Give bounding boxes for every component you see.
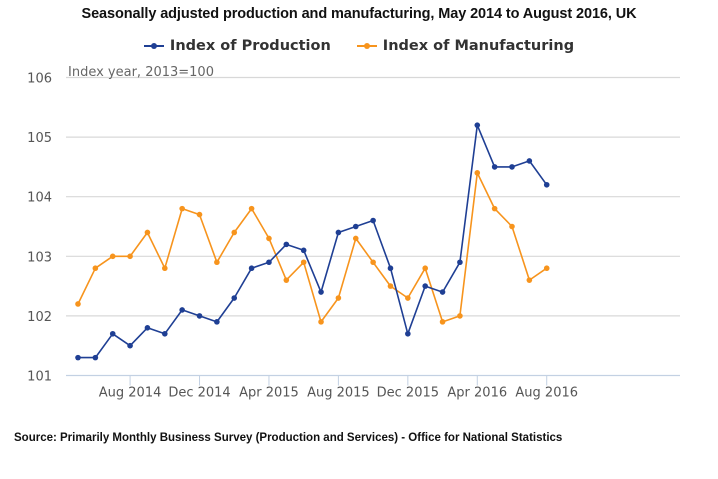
data-point-index-of-manufacturing[interactable] <box>526 277 533 283</box>
data-point-index-of-manufacturing[interactable] <box>162 265 168 272</box>
legend-marker-production <box>143 43 164 49</box>
x-tick-label: Aug 2016 <box>515 386 578 401</box>
data-point-index-of-production[interactable] <box>92 354 99 361</box>
y-tick-label: 101 <box>27 370 52 385</box>
data-point-index-of-production[interactable] <box>543 181 550 188</box>
legend: Index of Production Index of Manufacturi… <box>0 38 718 54</box>
legend-label-production: Index of Production <box>169 38 331 54</box>
data-point-index-of-production[interactable] <box>439 289 446 295</box>
data-point-index-of-manufacturing[interactable] <box>283 277 290 283</box>
data-point-index-of-manufacturing[interactable] <box>474 170 481 176</box>
data-point-index-of-manufacturing[interactable] <box>214 259 220 266</box>
source-note: Source: Primarily Monthly Business Surve… <box>14 432 563 444</box>
y-axis-ticks: 101 102 103 104 105 106 <box>27 72 52 385</box>
legend-item-manufacturing[interactable]: Index of Manufacturing <box>356 38 575 54</box>
data-point-index-of-production[interactable] <box>526 158 533 164</box>
x-axis: Aug 2014 Dec 2014 Apr 2015 Aug 2015 Dec 2015… <box>66 374 680 401</box>
data-point-index-of-production[interactable] <box>266 259 272 266</box>
data-point-index-of-manufacturing[interactable] <box>231 229 238 236</box>
data-point-index-of-manufacturing[interactable] <box>370 259 376 266</box>
y-axis-label: Index year, 2013=100 <box>68 65 214 80</box>
data-point-index-of-production[interactable] <box>491 164 498 170</box>
x-tick-label: Apr 2016 <box>447 386 507 401</box>
series-group <box>75 122 550 361</box>
data-point-index-of-production[interactable] <box>162 330 168 337</box>
x-tick-label: Aug 2014 <box>99 386 162 401</box>
data-point-index-of-production[interactable] <box>179 307 185 313</box>
series-index-of-production <box>75 122 550 361</box>
data-point-index-of-production[interactable] <box>509 164 515 170</box>
data-point-index-of-manufacturing[interactable] <box>457 313 463 319</box>
data-point-index-of-production[interactable] <box>144 325 151 331</box>
data-point-index-of-production[interactable] <box>109 330 116 337</box>
data-point-index-of-manufacturing[interactable] <box>543 265 550 272</box>
chart-title: Seasonally adjusted production and manuf… <box>81 6 637 22</box>
data-point-index-of-production[interactable] <box>300 247 307 254</box>
data-point-index-of-manufacturing[interactable] <box>491 205 498 212</box>
data-point-index-of-manufacturing[interactable] <box>109 253 116 260</box>
data-point-index-of-manufacturing[interactable] <box>422 265 429 272</box>
data-point-index-of-production[interactable] <box>318 289 324 295</box>
data-point-index-of-manufacturing[interactable] <box>509 223 515 230</box>
series-line-index-of-manufacturing <box>77 172 548 323</box>
legend-item-production[interactable]: Index of Production <box>143 38 331 54</box>
legend-label-manufacturing: Index of Manufacturing <box>382 38 575 54</box>
y-tick-label: 104 <box>27 191 52 206</box>
data-point-index-of-manufacturing[interactable] <box>300 259 307 266</box>
data-point-index-of-production[interactable] <box>231 295 238 301</box>
data-point-index-of-manufacturing[interactable] <box>92 265 99 272</box>
data-point-index-of-production[interactable] <box>127 342 133 349</box>
data-point-index-of-production[interactable] <box>352 223 359 230</box>
data-point-index-of-manufacturing[interactable] <box>405 295 411 301</box>
data-point-index-of-manufacturing[interactable] <box>75 301 81 307</box>
x-tick-label: Dec 2015 <box>377 386 439 401</box>
data-point-index-of-production[interactable] <box>405 330 411 337</box>
series-line-index-of-production <box>78 124 548 359</box>
data-point-index-of-manufacturing[interactable] <box>266 235 272 242</box>
legend-marker-manufacturing <box>356 43 377 49</box>
y-tick-label: 102 <box>27 310 52 325</box>
data-point-index-of-production[interactable] <box>283 241 290 248</box>
x-tick-label: Dec 2014 <box>168 386 230 401</box>
y-tick-label: 103 <box>27 250 52 265</box>
grid-lines <box>66 76 680 317</box>
data-point-index-of-manufacturing[interactable] <box>127 253 133 260</box>
data-point-index-of-manufacturing[interactable] <box>387 283 394 289</box>
data-point-index-of-manufacturing[interactable] <box>248 205 255 212</box>
data-point-index-of-production[interactable] <box>474 122 481 128</box>
data-point-index-of-production[interactable] <box>248 265 255 272</box>
data-point-index-of-production[interactable] <box>422 283 429 289</box>
data-point-index-of-production[interactable] <box>387 265 394 272</box>
data-point-index-of-production[interactable] <box>75 354 81 361</box>
series-index-of-manufacturing <box>75 170 550 325</box>
data-point-index-of-production[interactable] <box>457 259 463 266</box>
data-point-index-of-production[interactable] <box>214 319 220 325</box>
data-point-index-of-manufacturing[interactable] <box>318 319 324 325</box>
y-tick-label: 106 <box>27 72 52 87</box>
data-point-index-of-manufacturing[interactable] <box>144 229 151 236</box>
data-point-index-of-production[interactable] <box>370 217 376 224</box>
x-tick-label: Apr 2015 <box>239 386 299 401</box>
data-point-index-of-manufacturing[interactable] <box>439 319 446 325</box>
x-tick-label: Aug 2015 <box>307 386 370 401</box>
data-point-index-of-production[interactable] <box>196 313 203 319</box>
data-point-index-of-manufacturing[interactable] <box>179 205 185 212</box>
data-point-index-of-manufacturing[interactable] <box>196 211 203 218</box>
data-point-index-of-production[interactable] <box>335 229 342 236</box>
data-point-index-of-manufacturing[interactable] <box>335 295 342 301</box>
y-tick-label: 105 <box>27 131 52 146</box>
data-point-index-of-manufacturing[interactable] <box>352 235 359 242</box>
